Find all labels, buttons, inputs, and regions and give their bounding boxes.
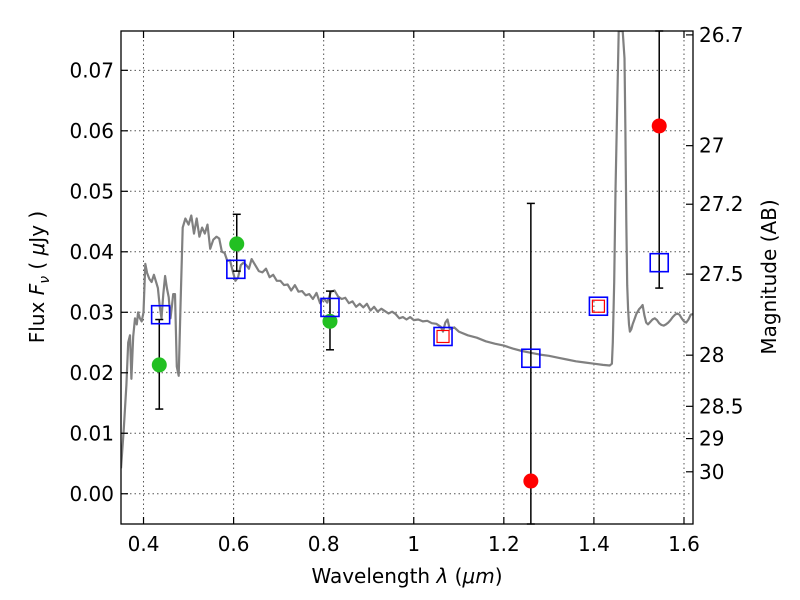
inner-red-square [436, 329, 450, 344]
x-tick-label: 1 [407, 532, 420, 556]
magnitude-axis-title: Magnitude (AB) [757, 199, 781, 354]
inner-red-square [591, 299, 606, 313]
model-square [588, 296, 609, 317]
x-tick-label: 0.4 [128, 532, 160, 556]
plot-area [121, 31, 693, 469]
magnitude-tick-label: 29 [699, 427, 724, 451]
axis-ticks: 0.4 0.6 0.8 1 1.2 1.4 1.6 0.00 0.01 0.02 0.03 0.04 0… [69, 23, 743, 556]
markers [150, 30, 670, 525]
model-square [521, 348, 541, 369]
x-tick-label: 1.4 [578, 532, 610, 556]
grid-lines [121, 31, 693, 524]
y-axis-title: Flux Fν ( μJy ) [25, 211, 53, 343]
y-tick-label: 0.04 [69, 240, 114, 264]
model-square [226, 259, 246, 280]
magnitude-tick-label: 27 [699, 134, 724, 158]
y-tick-label: 0.02 [69, 361, 114, 385]
magnitude-tick-label: 30 [699, 460, 724, 484]
x-tick-label: 1.2 [488, 532, 520, 556]
sed-model-line [121, 31, 693, 469]
y-tick-label: 0.01 [69, 421, 114, 445]
magnitude-tick-label: 26.7 [699, 23, 744, 47]
observed-point-red [651, 118, 667, 134]
x-tick-label: 0.8 [308, 532, 340, 556]
magnitude-tick-label: 28 [699, 343, 724, 367]
model-square [320, 297, 340, 318]
y-tick-label: 0.00 [69, 482, 114, 506]
magnitude-tick-label: 27.2 [699, 192, 744, 216]
observed-point-red [523, 473, 539, 489]
y-tick-label: 0.03 [69, 300, 114, 324]
x-tick-label: 1.6 [668, 532, 700, 556]
magnitude-tick-label: 28.5 [699, 394, 744, 418]
plot-frame [120, 30, 694, 525]
model-square [649, 252, 670, 273]
observed-point-green [322, 313, 338, 329]
y-tick-label: 0.07 [69, 58, 114, 82]
model-square [433, 326, 453, 347]
observed-point-green [229, 236, 245, 252]
observed-point-green [151, 357, 167, 373]
x-axis-title: Wavelength λ (μm) [311, 564, 502, 588]
y-tick-label: 0.06 [69, 119, 114, 143]
y-tick-label: 0.05 [69, 179, 114, 203]
x-tick-label: 0.6 [218, 532, 250, 556]
magnitude-tick-label: 27.5 [699, 262, 744, 286]
model-square [150, 304, 171, 325]
